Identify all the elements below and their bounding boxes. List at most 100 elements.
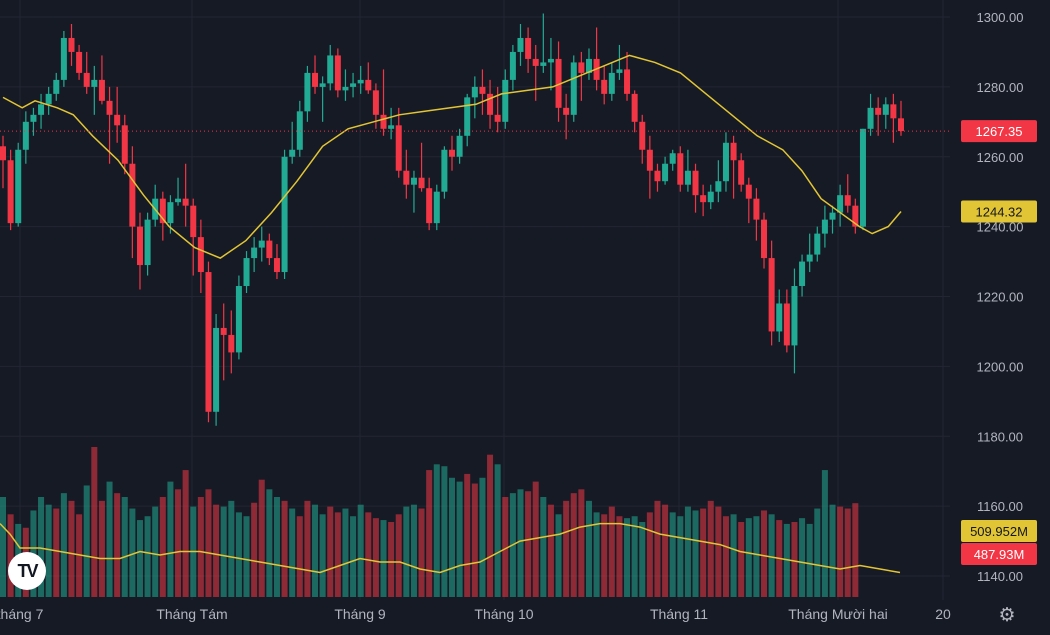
time-tick-label: 20 [935,606,951,622]
volume-bar [0,497,7,597]
candle-body [639,121,646,150]
candle-body [380,114,387,129]
candle-body [654,170,661,182]
candle-body [304,72,311,112]
volume-bar [45,504,52,597]
candle-body [471,86,478,98]
candle-body [715,181,722,192]
candle-body [357,79,364,84]
candle-body [563,107,570,115]
volume-ma-line [0,522,901,574]
candle-body [844,195,851,206]
volume-bar [707,500,714,597]
volume-bar [669,512,676,597]
candle-body [624,69,631,94]
volume-bar [334,512,341,597]
gear-icon[interactable]: ⚙ [998,604,1016,626]
candle-body [601,79,608,94]
volume-bar [540,497,547,597]
volume-bar [121,497,128,597]
candle-body [722,142,729,182]
candle-body [791,286,798,346]
time-tick-label: Tháng Mười hai [788,606,887,622]
candle-body [433,191,440,224]
volume-bar [388,522,395,597]
volume-bar [464,473,471,597]
candle-body [768,258,775,332]
time-tick-label: tháng 7 [0,606,44,622]
volume-bar [228,500,235,597]
candle-body [631,93,638,122]
candle-body [616,69,623,73]
candle-body [197,237,204,273]
volume-bar [494,464,501,597]
volume-bar [829,504,836,597]
volume-bar [258,479,265,597]
volume-bar [53,508,60,597]
volume-bar [433,464,440,597]
volume-bar [806,523,813,597]
volume-bar [448,477,456,597]
volume-bar [608,506,615,597]
candle-body [677,153,684,185]
volume-bar [753,516,760,597]
volume-bar [814,508,821,597]
candle-body [547,58,554,63]
candle-body [570,62,577,115]
volume-bar [700,508,707,597]
volume-bar [502,497,509,597]
volume-bar [403,506,410,597]
volume-bar [479,477,486,597]
candle-body [464,97,471,136]
candle-body [738,160,745,185]
volume-bar [152,506,159,597]
candle-body [129,163,136,227]
candle-body [68,37,75,52]
candle-body [365,79,372,91]
volume-bar [182,470,189,597]
volume-bar [624,518,631,597]
volume-bar [852,503,859,597]
candle-body [806,254,813,262]
candle-body [448,149,456,157]
volume-bar [677,516,684,597]
volume-bar [357,504,364,597]
candle-body [114,114,121,126]
volume-bar [471,483,478,597]
volume-bar [205,489,212,597]
price-tick-label: 1260.00 [977,150,1024,165]
candle-body [829,212,836,220]
candle-body [395,125,402,171]
volume-bar [350,516,357,597]
volume-bar [167,481,174,597]
candle-body [494,114,501,122]
volume-bar [83,485,90,597]
price-tick-label: 1240.00 [977,220,1024,235]
candle-body [60,37,67,80]
volume-bar [487,454,494,597]
candle-body [525,37,532,59]
volume-bar [456,481,463,597]
volume-bar [715,506,722,597]
price-tick-label: 1200.00 [977,359,1024,374]
candle-body [182,198,189,206]
candle-body [83,72,90,87]
candle-body [106,100,113,115]
tradingview-logo-icon[interactable]: TV [8,552,46,590]
candle-body [821,219,828,234]
ma-value-badge-bg [961,200,1037,223]
volume-bar [517,489,524,597]
candle-body [266,240,273,259]
candle-body [753,198,760,220]
price-tick-label: 1280.00 [977,80,1024,95]
candle-body [517,37,524,52]
volume-bar [570,493,577,597]
volume-bar [197,497,204,597]
candle-body [761,219,768,259]
volume-bar [593,512,600,597]
volume-bar [251,502,258,597]
last-price-badge: 1267.35 [976,124,1023,139]
candle-body [890,104,897,119]
